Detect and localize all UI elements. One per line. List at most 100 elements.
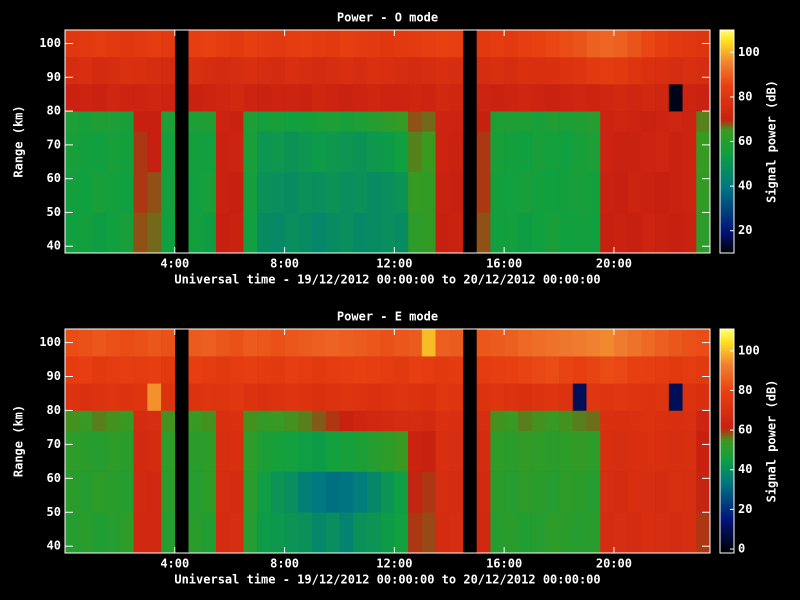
heat-cell — [133, 430, 148, 472]
heat-cell — [257, 410, 272, 432]
heat-cell — [161, 410, 176, 432]
y-axis-label: Range (km) — [12, 405, 26, 477]
heat-cell — [312, 383, 327, 411]
colorbar-step — [720, 149, 734, 153]
heat-cell — [339, 329, 354, 357]
heat-cell — [408, 383, 423, 411]
heat-cell — [380, 111, 395, 132]
heat-cell — [531, 30, 546, 58]
colorbar-frame — [719, 328, 735, 554]
heat-cell — [696, 410, 711, 432]
colorbar-step — [720, 514, 734, 517]
colorbar-step — [720, 534, 734, 538]
heat-cell — [613, 383, 628, 411]
colorbar-step — [720, 383, 734, 387]
colorbar-step — [720, 487, 734, 491]
heat-cell — [325, 356, 340, 384]
heat-cell — [65, 356, 80, 384]
heat-cell — [504, 383, 519, 411]
heat-cell — [545, 131, 560, 173]
heat-cell — [613, 84, 628, 112]
heat-cell — [215, 356, 230, 384]
plot-frame — [64, 328, 711, 554]
colorbar-step — [720, 345, 734, 348]
heat-cell — [202, 30, 217, 58]
heat-cell — [682, 329, 697, 357]
heat-cell — [243, 171, 258, 213]
heat-cell — [270, 410, 285, 432]
heat-cell — [613, 131, 628, 173]
colorbar-step — [720, 335, 734, 338]
colorbar-step — [720, 548, 734, 552]
heat-cell — [270, 430, 285, 472]
heat-cell — [119, 512, 134, 554]
colorbar-step — [720, 131, 734, 134]
heat-cell — [202, 356, 217, 384]
heat-cell — [339, 471, 354, 513]
heat-cell — [627, 212, 642, 254]
heat-cell — [161, 131, 176, 173]
colorbar-label: Signal power (dB) — [765, 80, 779, 203]
heat-cell — [353, 356, 368, 384]
heat-cell — [504, 471, 519, 513]
heat-cell — [545, 383, 560, 411]
colorbar-step — [720, 495, 734, 499]
heat-cell — [215, 212, 230, 254]
heat-cell — [641, 383, 656, 411]
heat-cell — [78, 57, 93, 85]
colorbar-step — [720, 210, 734, 213]
heat-cell — [504, 30, 519, 58]
y-tick-label: 100 — [39, 335, 61, 349]
heat-cell — [449, 131, 464, 173]
heat-cell — [161, 430, 176, 472]
colorbar-step — [720, 182, 734, 185]
heat-cell — [92, 171, 107, 213]
heat-cell — [586, 57, 601, 85]
colorbar-tick-label: 60 — [738, 423, 752, 437]
heat-cell — [325, 84, 340, 112]
heat-cell — [270, 111, 285, 132]
heat-cell — [229, 111, 244, 132]
heat-cell — [380, 471, 395, 513]
heat-cell — [133, 131, 148, 173]
colorbar-step — [720, 40, 734, 43]
heat-cell — [339, 512, 354, 554]
heat-cell — [147, 512, 162, 554]
heat-cell — [229, 171, 244, 213]
heat-cell — [298, 329, 313, 357]
heat-cell — [215, 131, 230, 173]
heat-cell — [78, 111, 93, 132]
colorbar-step — [720, 117, 734, 120]
colorbar-step — [720, 100, 734, 104]
colorbar-step — [720, 111, 734, 114]
heat-cell — [476, 84, 491, 112]
heat-cell — [202, 430, 217, 472]
colorbar-step — [720, 461, 734, 464]
colorbar-step — [720, 34, 734, 37]
heat-cell — [504, 430, 519, 472]
heat-cell — [229, 410, 244, 432]
heat-cell — [627, 57, 642, 85]
heat-cell — [504, 131, 519, 173]
heat-cell — [449, 512, 464, 554]
colorbar-step — [720, 520, 734, 523]
heat-cell — [161, 171, 176, 213]
heat-cell — [270, 171, 285, 213]
heat-cell — [476, 111, 491, 132]
heat-cell — [517, 84, 532, 112]
colorbar-step — [720, 38, 734, 41]
heat-cell — [559, 430, 574, 472]
heat-cell — [627, 512, 642, 554]
heat-cell — [545, 512, 560, 554]
heat-cell — [531, 329, 546, 357]
colorbar-step — [720, 337, 734, 340]
heat-cell — [229, 212, 244, 254]
heat-cell — [147, 329, 162, 357]
colorbar-step — [720, 538, 734, 542]
heat-cell — [476, 471, 491, 513]
colorbar-step — [720, 248, 734, 252]
heat-cell — [504, 171, 519, 213]
colorbar-step — [720, 230, 734, 234]
colorbar-step — [720, 428, 734, 432]
heat-cell — [78, 329, 93, 357]
